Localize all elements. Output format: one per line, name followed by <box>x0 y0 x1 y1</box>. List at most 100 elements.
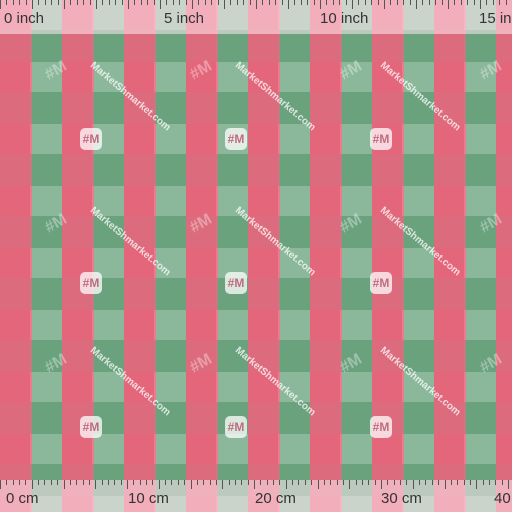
ruler-tick <box>469 480 471 485</box>
cm-ruler: 0 cm 10 cm 20 cm 30 cm 40 <box>0 480 512 512</box>
ruler-tick <box>6 0 8 5</box>
ruler-tick <box>450 480 452 485</box>
ruler-tick <box>38 480 40 485</box>
ruler-tick <box>313 0 315 5</box>
ruler-tick <box>505 0 507 5</box>
ruler-label: 30 cm <box>381 490 422 507</box>
ruler-tick <box>165 480 167 485</box>
ruler-tick <box>50 480 52 485</box>
ruler-tick <box>400 480 402 485</box>
ruler-tick <box>88 480 90 485</box>
ruler-tick <box>12 480 14 485</box>
ruler-tick <box>234 480 236 485</box>
ruler-tick <box>499 0 501 5</box>
ruler-tick <box>396 0 398 5</box>
ruler-tick <box>38 0 40 5</box>
ruler-tick <box>0 0 1 9</box>
ruler-tick <box>488 480 490 485</box>
ruler-label: 40 <box>494 490 511 507</box>
ruler-tick <box>486 0 488 5</box>
watermark-logo-icon: #M <box>225 272 247 294</box>
ruler-tick <box>336 480 338 485</box>
ruler-tick <box>268 0 270 5</box>
ruler-tick <box>358 0 360 5</box>
ruler-tick <box>508 480 509 489</box>
ruler-tick <box>281 0 283 5</box>
ruler-tick <box>31 480 33 489</box>
ruler-tick <box>114 480 116 485</box>
ruler-tick <box>454 0 456 5</box>
ruler-tick <box>279 480 281 485</box>
ruler-tick <box>96 0 97 9</box>
ruler-tick <box>339 0 341 5</box>
ruler-label: 5 inch <box>164 10 205 27</box>
ruler-tick <box>300 0 302 5</box>
ruler-tick <box>374 480 376 485</box>
ruler-tick <box>44 480 46 485</box>
ruler-tick <box>160 0 161 9</box>
ruler-tick <box>190 480 192 489</box>
ruler-tick <box>463 480 465 485</box>
ruler-tick <box>438 480 440 485</box>
ruler-tick <box>76 480 78 485</box>
ruler-tick <box>57 0 59 5</box>
ruler-tick <box>330 480 332 485</box>
ruler-tick <box>266 480 268 485</box>
ruler-tick <box>222 480 224 489</box>
ruler-tick <box>102 0 104 5</box>
ruler-tick <box>209 480 211 485</box>
ruler-tick <box>6 480 8 485</box>
ruler-tick <box>355 480 357 485</box>
ruler-tick <box>428 0 430 5</box>
ruler-tick <box>127 480 128 489</box>
ruler-tick <box>501 480 503 485</box>
ruler-tick <box>390 0 392 5</box>
ruler-tick <box>57 480 59 485</box>
ruler-tick <box>12 0 14 5</box>
ruler-tick <box>32 0 33 9</box>
ruler-tick <box>406 480 408 485</box>
ruler-tick <box>311 480 313 485</box>
ruler-tick <box>121 0 123 5</box>
ruler-tick <box>307 0 309 5</box>
ruler-tick <box>25 480 27 485</box>
ruler-tick <box>444 480 446 489</box>
ruler-tick <box>115 0 117 5</box>
ruler-tick <box>134 0 136 5</box>
ruler-tick <box>473 0 475 5</box>
ruler-tick <box>107 480 109 485</box>
ruler-tick <box>228 480 230 485</box>
ruler-tick <box>247 480 249 485</box>
ruler-tick <box>361 480 363 485</box>
ruler-tick <box>44 0 46 5</box>
ruler-tick <box>467 0 469 5</box>
watermark-logo-icon: #M <box>370 416 392 438</box>
ruler-tick <box>120 480 122 485</box>
ruler-tick <box>152 480 154 485</box>
ruler-tick <box>95 480 97 489</box>
watermark-logo-icon: #M <box>80 272 102 294</box>
ruler-tick <box>425 480 427 485</box>
ruler-tick <box>368 480 370 485</box>
ruler-tick <box>0 480 1 489</box>
ruler-tick <box>326 0 328 5</box>
watermark-logo-icon: #M <box>370 272 392 294</box>
ruler-tick <box>224 0 225 9</box>
ruler-tick <box>171 480 173 485</box>
watermark-logo-icon: #M <box>225 128 247 150</box>
ruler-tick <box>185 0 187 5</box>
ruler-tick <box>146 480 148 485</box>
ruler-tick <box>285 480 287 489</box>
ruler-tick <box>377 0 379 5</box>
ruler-tick <box>323 480 325 485</box>
ruler-tick <box>51 0 53 5</box>
watermark-logo-icon: #M <box>80 128 102 150</box>
ruler-tick <box>352 0 353 9</box>
ruler-tick <box>230 0 232 5</box>
ruler-tick <box>482 480 484 485</box>
ruler-tick <box>431 480 433 485</box>
ruler-tick <box>241 480 243 485</box>
ruler-tick <box>254 480 255 489</box>
ruler-tick <box>140 0 142 5</box>
ruler-tick <box>153 0 155 5</box>
